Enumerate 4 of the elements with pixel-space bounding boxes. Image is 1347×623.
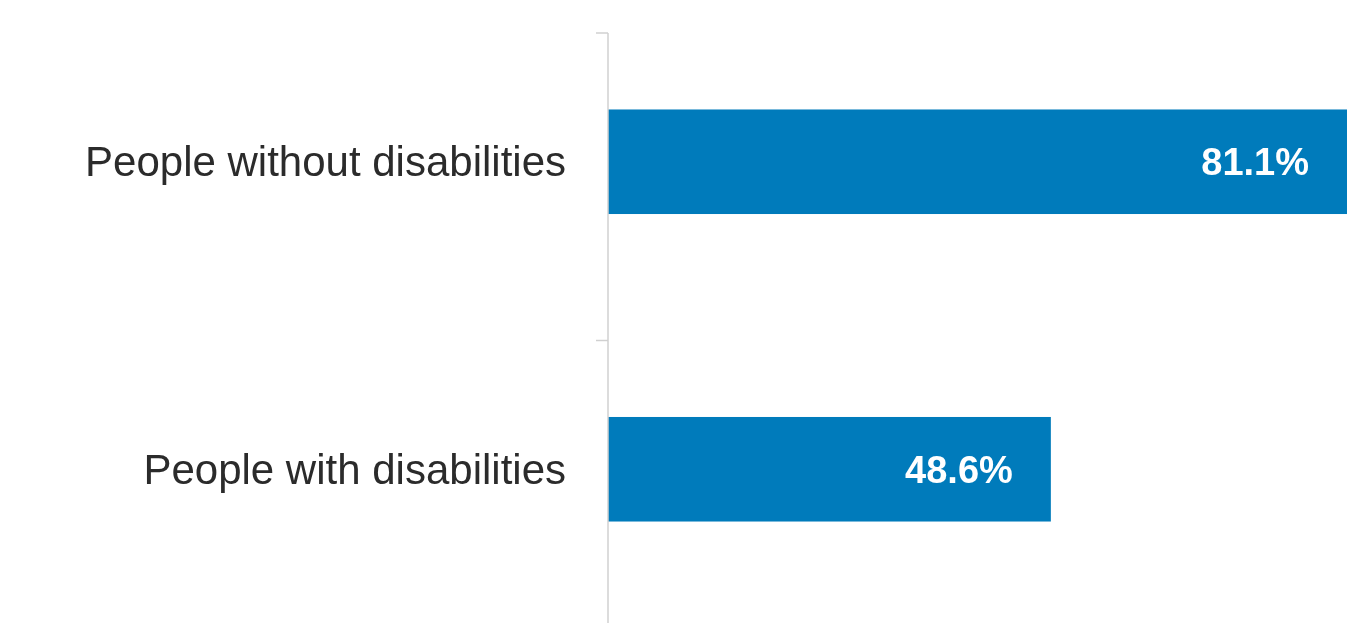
data-label: 48.6% bbox=[905, 448, 1013, 491]
y-tick-label: People without disabilities bbox=[85, 138, 566, 186]
data-label: 81.1% bbox=[1201, 141, 1309, 184]
y-tick-label: People with disabilities bbox=[143, 445, 566, 493]
